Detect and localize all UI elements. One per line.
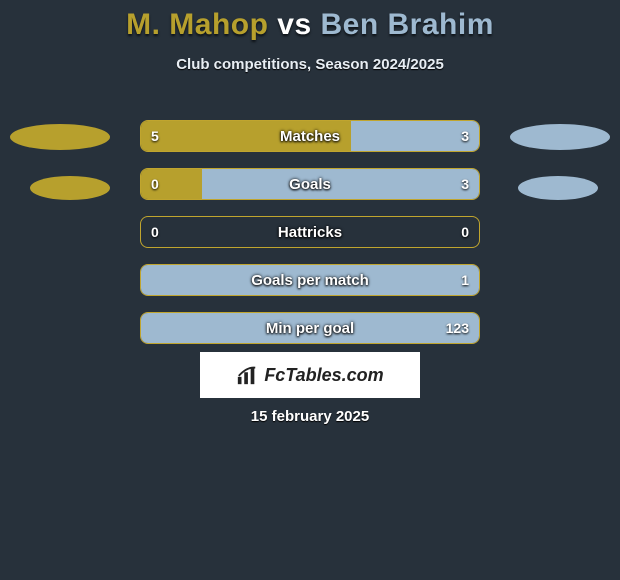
brand-badge: FcTables.com (200, 352, 420, 398)
stat-row: 53Matches (140, 120, 480, 152)
stat-label: Min per goal (141, 313, 479, 343)
stat-row: 03Goals (140, 168, 480, 200)
stat-row: 1Goals per match (140, 264, 480, 296)
comparison-title: M. Mahop vs Ben Brahim (0, 0, 620, 42)
brand-text: FcTables.com (264, 365, 383, 386)
player1-accent-ellipse-small (30, 176, 110, 200)
player1-accent-ellipse-large (10, 124, 110, 150)
stat-label: Goals per match (141, 265, 479, 295)
stats-container: 53Matches 03Goals 00Hattricks 1Goals per ma… (140, 120, 480, 360)
date-text: 15 february 2025 (0, 408, 620, 425)
stat-row: 123Min per goal (140, 312, 480, 344)
stat-row: 00Hattricks (140, 216, 480, 248)
player2-name: Ben Brahim (321, 8, 494, 41)
bars-icon (236, 364, 258, 386)
player2-accent-ellipse-large (510, 124, 610, 150)
player1-name: M. Mahop (126, 8, 268, 41)
stat-label: Matches (141, 121, 479, 151)
vs-text: vs (277, 8, 311, 41)
stat-label: Goals (141, 169, 479, 199)
stat-label: Hattricks (141, 217, 479, 247)
subtitle: Club competitions, Season 2024/2025 (0, 56, 620, 73)
player2-accent-ellipse-small (518, 176, 598, 200)
